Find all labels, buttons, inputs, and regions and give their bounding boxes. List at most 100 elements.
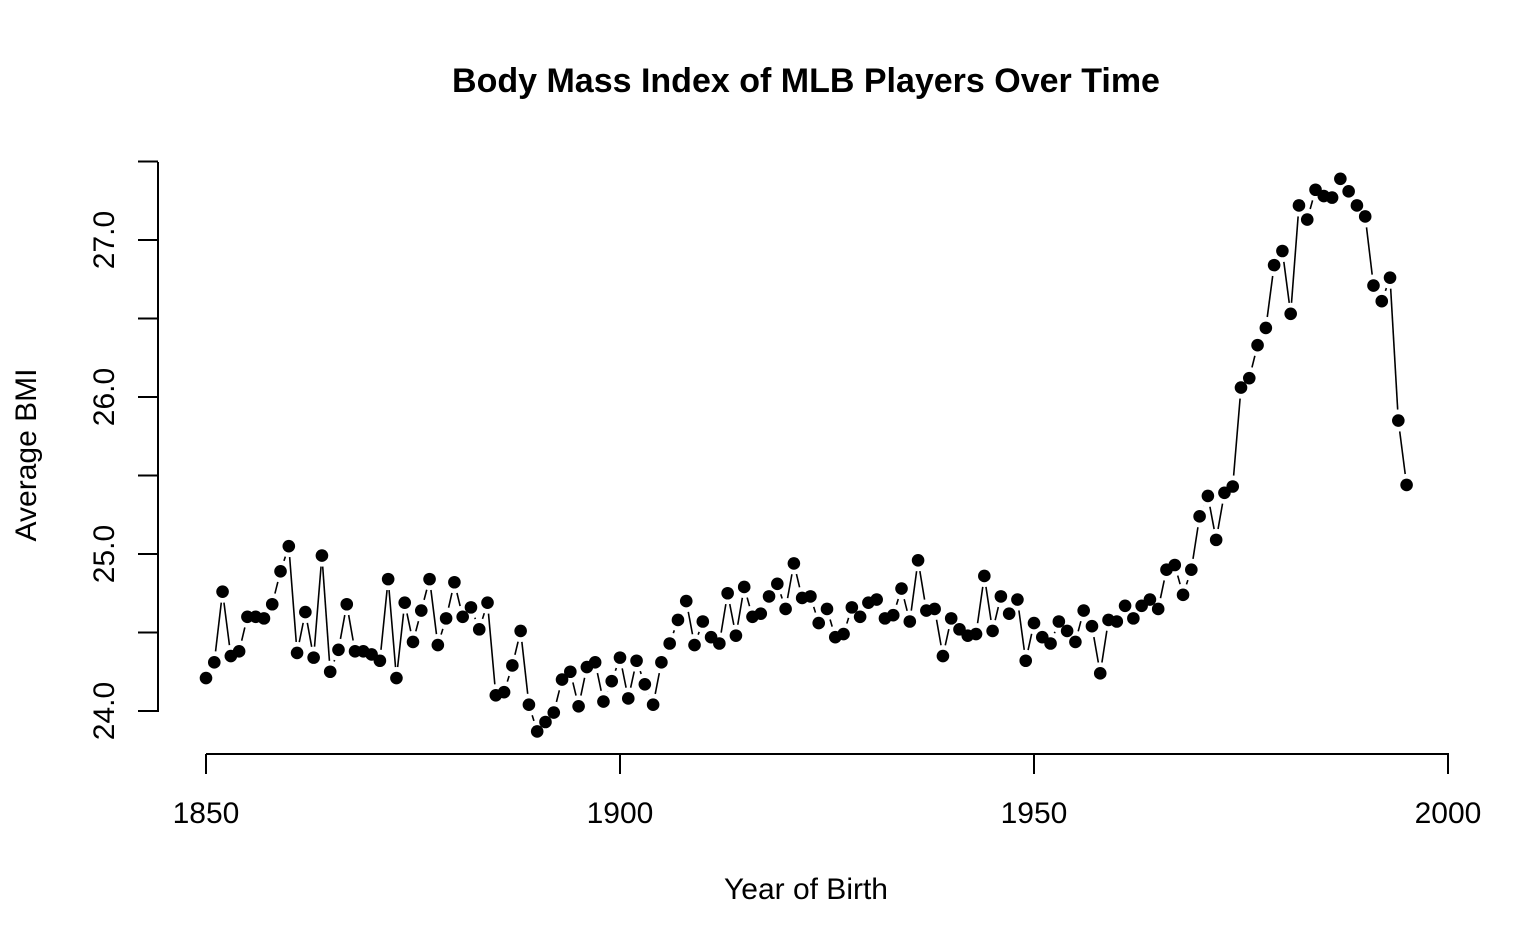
data-point <box>1019 654 1033 668</box>
y-tick-label: 26.0 <box>88 368 121 426</box>
data-point <box>605 674 619 688</box>
data-point <box>1193 510 1206 523</box>
data-point <box>506 659 519 672</box>
series-segment <box>447 592 453 608</box>
series-segment <box>1365 227 1373 275</box>
x-tick-label: 1900 <box>587 797 654 830</box>
series-segment <box>780 594 783 599</box>
series-segment <box>621 668 627 688</box>
data-point <box>414 604 428 617</box>
series-segment <box>687 611 694 635</box>
data-point <box>754 607 768 620</box>
series-segment <box>423 589 428 601</box>
series-segment <box>1283 261 1291 303</box>
series-segment <box>985 586 992 621</box>
series-segment <box>274 581 279 594</box>
data-point <box>257 612 271 625</box>
data-point <box>588 656 602 669</box>
data-point <box>439 612 453 625</box>
series-points <box>199 172 1413 738</box>
data-point <box>1325 191 1339 204</box>
data-point <box>299 605 312 619</box>
data-point <box>994 590 1008 603</box>
series-segment <box>994 606 1000 621</box>
series-segment <box>1101 630 1108 663</box>
series-segment <box>812 606 817 613</box>
data-point <box>804 590 817 603</box>
y-axis-label: Average BMI <box>10 369 43 542</box>
data-point <box>1143 593 1157 606</box>
series-segment <box>572 682 577 696</box>
series-segment <box>223 602 231 646</box>
data-point <box>572 699 585 713</box>
data-point <box>274 564 287 578</box>
data-point <box>1168 558 1182 572</box>
data-point <box>1118 599 1132 613</box>
data-point <box>1358 210 1372 223</box>
series-segment <box>910 571 918 611</box>
series-segment <box>1309 200 1314 210</box>
data-point <box>332 643 345 657</box>
data-point <box>820 602 834 616</box>
series-segment <box>1093 636 1100 663</box>
data-point <box>1044 637 1057 650</box>
series-line <box>214 200 1406 722</box>
series-segment <box>283 556 287 562</box>
data-point <box>1027 616 1041 630</box>
series-segment <box>388 590 397 668</box>
data-point <box>1085 619 1099 633</box>
data-point <box>448 575 461 589</box>
series-segment <box>1018 610 1026 650</box>
series-segment <box>1053 631 1056 634</box>
y-tick-label: 27.0 <box>88 211 121 269</box>
series-segment <box>531 714 535 722</box>
data-point <box>638 678 652 691</box>
data-point <box>729 629 743 642</box>
data-point <box>845 601 859 614</box>
series-segment <box>596 672 602 691</box>
series-segment <box>1217 503 1224 530</box>
data-point <box>737 580 751 594</box>
data-point <box>1209 533 1223 547</box>
data-point <box>1367 279 1380 292</box>
series-segment <box>746 597 751 607</box>
series-segment <box>1192 527 1199 559</box>
series-segment <box>614 667 618 672</box>
data-point <box>564 665 577 679</box>
data-point <box>456 610 469 624</box>
data-point <box>555 673 569 686</box>
data-point <box>315 549 329 562</box>
data-point <box>1093 667 1107 680</box>
data-point <box>232 645 246 658</box>
y-tick-label: 24.0 <box>88 682 121 740</box>
data-point <box>464 601 478 614</box>
data-point <box>1069 635 1082 649</box>
data-point <box>1185 563 1198 576</box>
series-segment <box>481 612 486 620</box>
series-segment <box>406 613 412 632</box>
data-point <box>762 590 776 603</box>
data-point <box>597 695 610 708</box>
data-point <box>870 593 883 606</box>
x-tick-label: 1950 <box>1001 797 1068 830</box>
data-point <box>936 649 950 663</box>
series-segment <box>935 619 942 646</box>
x-axis-ticks: 1850 1900 1950 2000 <box>173 754 1482 830</box>
data-point <box>621 692 635 705</box>
data-point <box>969 627 983 641</box>
data-point <box>1392 414 1405 427</box>
series-segment <box>240 627 246 641</box>
series-segment <box>333 659 336 662</box>
data-point <box>265 597 279 611</box>
data-point <box>655 656 668 669</box>
data-point <box>630 654 643 668</box>
series-segment <box>976 586 984 624</box>
data-point <box>522 698 536 712</box>
data-point <box>1127 612 1140 625</box>
data-point <box>1350 199 1364 212</box>
x-tick-label: 2000 <box>1415 797 1482 830</box>
data-point <box>290 646 304 660</box>
data-point <box>472 623 486 636</box>
series-segment <box>456 592 461 607</box>
